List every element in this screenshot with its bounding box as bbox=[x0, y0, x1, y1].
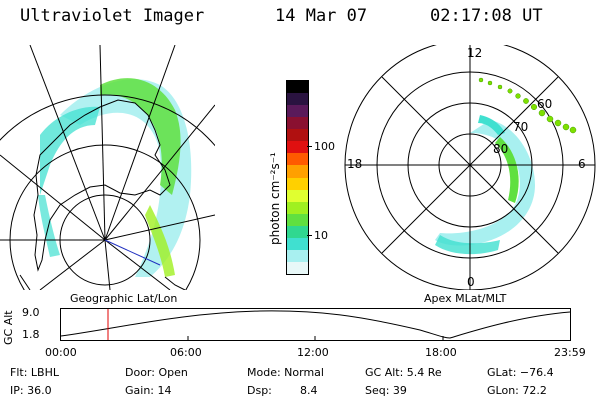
colorbar-swatch bbox=[287, 237, 308, 250]
time-label-2359: 23:59 bbox=[554, 346, 586, 359]
status-glat: GLat: −76.4 bbox=[487, 366, 554, 379]
geographic-caption: Geographic Lat/Lon bbox=[70, 292, 178, 305]
status-ip: IP: 36.0 bbox=[10, 384, 52, 397]
colorbar-label-100: 100 bbox=[314, 140, 335, 153]
colorbar-tick-100 bbox=[307, 146, 312, 147]
colorbar-swatch bbox=[287, 201, 308, 214]
time-label-0000: 00:00 bbox=[45, 346, 77, 359]
colorbar-swatch bbox=[287, 249, 308, 262]
colorbar-unit-label: photon cm⁻²s⁻¹ bbox=[268, 152, 282, 245]
status-mode: Mode: Normal bbox=[247, 366, 324, 379]
status-dsp-value: 8.4 bbox=[300, 384, 318, 397]
colorbar-swatch bbox=[287, 129, 308, 142]
status-seq: Seq: 39 bbox=[365, 384, 407, 397]
colorbar-swatch bbox=[287, 93, 308, 106]
status-glon: GLon: 72.2 bbox=[487, 384, 547, 397]
colorbar-swatch bbox=[287, 213, 308, 226]
colorbar-swatch bbox=[287, 177, 308, 190]
time-label-1800: 18:00 bbox=[425, 346, 457, 359]
altitude-plot bbox=[60, 308, 571, 341]
altitude-ymax: 9.0 bbox=[22, 306, 40, 319]
image-date: 14 Mar 07 bbox=[275, 6, 368, 26]
colorbar-swatch bbox=[287, 153, 308, 166]
colorbar-swatch bbox=[287, 165, 308, 178]
colorbar-swatch bbox=[287, 225, 308, 238]
apex-caption: Apex MLat/MLT bbox=[424, 292, 507, 305]
colorbar bbox=[286, 80, 309, 275]
image-time: 02:17:08 UT bbox=[430, 6, 543, 26]
colorbar-swatch bbox=[287, 117, 308, 130]
mlt-label-6: 6 bbox=[578, 157, 586, 171]
status-gc-alt: GC Alt: 5.4 Re bbox=[365, 366, 442, 379]
status-filter: Flt: LBHL bbox=[10, 366, 59, 379]
status-gain: Gain: 14 bbox=[125, 384, 172, 397]
time-label-1200: 12:00 bbox=[297, 346, 329, 359]
colorbar-swatch bbox=[287, 189, 308, 202]
colorbar-swatch bbox=[287, 141, 308, 154]
time-label-0600: 06:00 bbox=[170, 346, 202, 359]
lat-label-60: 60 bbox=[537, 97, 553, 111]
mlt-label-18: 18 bbox=[347, 157, 363, 171]
altitude-ymin: 1.8 bbox=[22, 328, 40, 341]
colorbar-label-10: 10 bbox=[314, 229, 328, 242]
colorbar-swatch bbox=[287, 105, 308, 118]
status-door: Door: Open bbox=[125, 366, 188, 379]
status-dsp-label: Dsp: bbox=[247, 384, 272, 397]
lat-label-80: 80 bbox=[493, 142, 509, 156]
app-title: Ultraviolet Imager bbox=[20, 6, 205, 26]
track-dots bbox=[478, 77, 577, 134]
geographic-map bbox=[0, 45, 215, 290]
colorbar-swatch bbox=[287, 261, 308, 274]
colorbar-swatch bbox=[287, 81, 308, 94]
colorbar-tick-10 bbox=[307, 235, 312, 236]
mlt-label-12: 12 bbox=[467, 46, 483, 60]
mlt-label-0: 0 bbox=[467, 275, 475, 289]
altitude-ylabel: GC Alt bbox=[2, 310, 15, 345]
apex-polar-plot bbox=[344, 45, 596, 290]
lat-label-70: 70 bbox=[513, 120, 529, 134]
